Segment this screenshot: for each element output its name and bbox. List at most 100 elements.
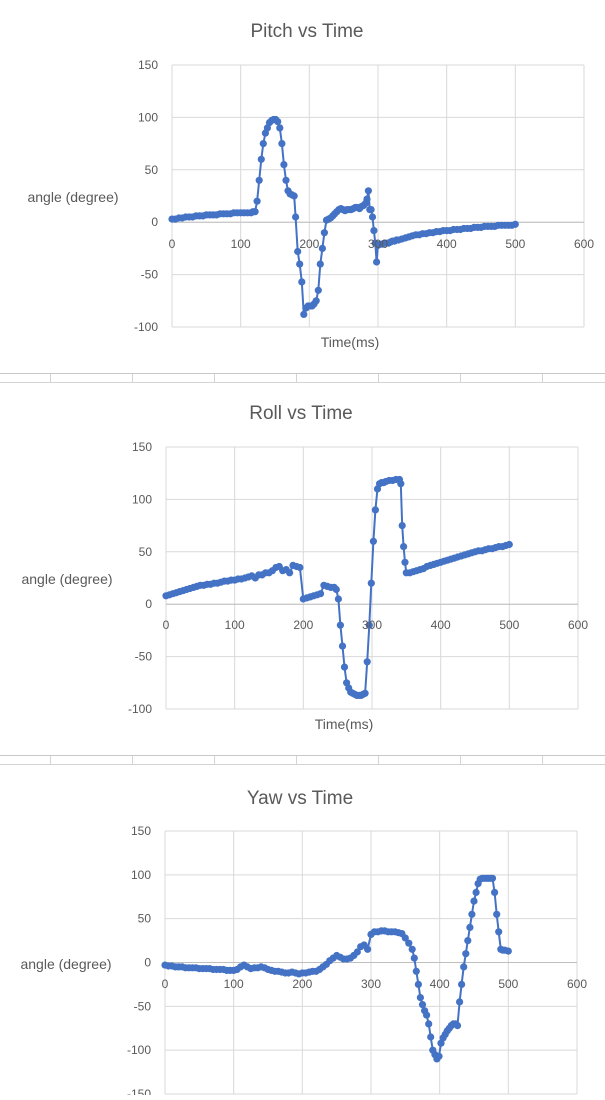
y-tick-label: 50: [138, 912, 152, 926]
x-tick-label: 200: [292, 977, 312, 991]
data-point: [405, 939, 413, 947]
data-point: [472, 888, 480, 896]
y-tick-label: 100: [138, 110, 158, 124]
data-point: [401, 934, 409, 942]
data-point: [286, 569, 294, 577]
y-tick-label: -150: [127, 1087, 151, 1095]
data-point: [296, 260, 304, 268]
x-tick-label: 300: [368, 237, 388, 251]
data-point: [368, 213, 377, 221]
y-axis-label: angle (degree): [21, 571, 112, 587]
x-tick-label: 600: [568, 618, 588, 632]
data-point: [361, 689, 369, 697]
data-point: [312, 297, 320, 305]
data-point: [466, 923, 474, 931]
x-tick-label: 0: [163, 618, 170, 632]
series-points: [168, 115, 519, 318]
data-point: [370, 227, 378, 235]
data-point: [462, 950, 470, 958]
x-tick-label: 100: [224, 977, 244, 991]
data-point: [336, 621, 344, 629]
series-points: [161, 874, 512, 1063]
data-point: [314, 286, 322, 294]
data-point: [412, 967, 420, 975]
x-axis-label: Time(ms): [321, 334, 380, 350]
chart-title: Yaw vs Time: [247, 788, 353, 809]
data-point: [294, 247, 302, 256]
y-tick-label: -50: [135, 650, 153, 664]
data-point: [280, 161, 288, 169]
data-point: [282, 176, 290, 184]
x-tick-label: 500: [498, 977, 518, 991]
y-tick-label: -50: [134, 999, 152, 1013]
y-tick-label: 0: [151, 215, 158, 229]
data-point: [414, 980, 422, 988]
roll-chart: Roll vs Time -100 -50 0 50 100 150 angle (degre…: [21, 403, 588, 732]
roll-chart-panel: Roll vs Time -100 -50 0 50 100 150 angle (degre…: [0, 386, 605, 754]
data-point: [371, 506, 379, 514]
y-tick-label: -100: [128, 702, 152, 716]
y-tick-label: -100: [127, 1043, 151, 1057]
data-point: [470, 897, 478, 905]
data-point: [493, 910, 501, 918]
data-point: [257, 155, 265, 163]
data-point: [253, 197, 261, 205]
x-tick-label: 500: [505, 237, 525, 251]
yaw-chart: Yaw vs Time -150 -100 -50 0 50 100 150 angle (de…: [20, 788, 587, 1100]
y-tick-label: 100: [131, 868, 151, 882]
yaw-chart-panel: Yaw vs Time -150 -100 -50 0 50 100 150 angle (de…: [0, 768, 605, 1100]
data-point: [400, 543, 408, 551]
data-point: [458, 980, 466, 988]
chart-title: Pitch vs Time: [251, 21, 364, 42]
chart-title: Roll vs Time: [249, 403, 352, 424]
data-point: [364, 945, 372, 953]
data-point: [504, 947, 512, 955]
data-point: [464, 937, 472, 945]
data-point: [416, 994, 424, 1002]
data-point: [495, 928, 503, 936]
x-tick-label: 100: [225, 618, 245, 632]
spreadsheet-gridlines: [0, 754, 605, 768]
data-point: [427, 1033, 435, 1041]
data-point: [367, 206, 375, 214]
data-point: [332, 585, 340, 594]
x-tick-label: 400: [437, 237, 457, 251]
data-point: [456, 998, 464, 1006]
data-point: [363, 658, 371, 666]
data-point: [274, 118, 282, 126]
data-point: [290, 192, 298, 200]
data-point: [296, 563, 304, 572]
x-tick-label: 600: [574, 237, 594, 251]
x-tick-label: 400: [431, 618, 451, 632]
data-point: [423, 1011, 431, 1019]
data-point: [488, 874, 497, 882]
x-tick-label: 200: [293, 618, 313, 632]
data-point: [397, 480, 405, 488]
data-point: [468, 910, 476, 918]
pitch-chart: Pitch vs Time -100 -50 0 50 100 150 angle (degr…: [27, 21, 594, 350]
x-tick-label: 300: [361, 977, 381, 991]
x-tick-label: 0: [162, 977, 169, 991]
data-point: [408, 945, 416, 953]
x-tick-label: 0: [169, 237, 176, 251]
data-point: [316, 590, 325, 598]
y-tick-label: 50: [139, 545, 153, 559]
x-tick-label: 400: [430, 977, 450, 991]
pitch-chart-panel: Pitch vs Time -100 -50 0 50 100 150 angle (degr…: [0, 0, 605, 372]
y-axis-label: angle (degree): [20, 956, 111, 972]
data-point: [373, 258, 381, 266]
y-tick-label: 150: [131, 824, 151, 838]
y-tick-label: -100: [134, 320, 158, 334]
y-tick-label: 150: [138, 58, 158, 72]
data-point: [418, 1001, 427, 1009]
x-tick-label: 200: [299, 237, 319, 251]
data-point: [316, 260, 324, 268]
data-point: [259, 140, 267, 148]
data-point: [365, 621, 373, 629]
data-point: [353, 948, 361, 956]
data-point: [453, 1022, 462, 1030]
data-point: [367, 579, 375, 587]
data-point: [491, 888, 499, 896]
data-point: [320, 229, 328, 237]
data-point: [338, 642, 347, 650]
